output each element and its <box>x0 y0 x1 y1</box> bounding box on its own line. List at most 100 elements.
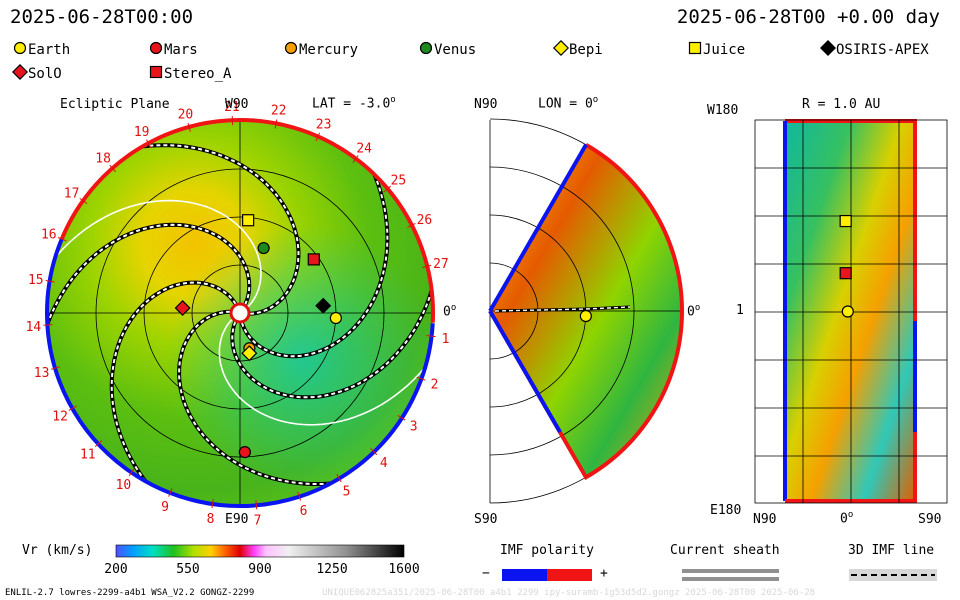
rim-label-15: 15 <box>28 273 44 288</box>
colorbar-tick-200: 200 <box>104 562 128 577</box>
body-venus <box>257 241 270 255</box>
rim-tick <box>45 280 55 283</box>
rim-tick <box>94 440 103 447</box>
legend-label: Mercury <box>299 42 359 58</box>
meridional-bodies <box>579 309 592 323</box>
legend-label: Bepi <box>569 42 603 58</box>
imf-line-dash-5 <box>231 239 433 399</box>
legend-marker-bepi <box>553 40 569 56</box>
rim-tick <box>51 366 60 370</box>
legend-marker-earth <box>13 41 27 55</box>
legend-symbol-juice <box>688 41 702 55</box>
legend-label: Stereo_A <box>164 66 232 82</box>
imf-line-label: 3D IMF line <box>848 543 935 558</box>
rmap-body-stereo-a <box>839 267 852 280</box>
rmap-title: R = 1.0 AU <box>802 97 881 112</box>
footer-right: UNIQUE062825a351/2025-06-28T00 a4b1 2299… <box>322 588 816 598</box>
legend-label: Mars <box>164 42 198 58</box>
rmap-positive-edge-bottom <box>785 432 917 503</box>
colorbar-tick-900: 900 <box>248 562 272 577</box>
rim-label-23: 23 <box>316 118 332 133</box>
rim-tick <box>426 335 436 338</box>
legend-symbol-solo <box>12 64 28 80</box>
colorbar-label: Vr (km/s) <box>22 543 93 558</box>
rim-tick <box>370 447 378 456</box>
imf-line-dash-3 <box>110 281 237 506</box>
legend-marker-venus <box>419 41 433 55</box>
rim-label-10: 10 <box>116 478 132 493</box>
legend-symbol-stereo-a <box>149 65 163 79</box>
imf-minus-label: − <box>482 566 490 581</box>
legend-label: Earth <box>28 42 71 58</box>
rim-label-13: 13 <box>34 366 50 381</box>
rim-label-21: 21 <box>224 100 240 115</box>
rim-tick <box>187 122 191 132</box>
imf-line-dash-1 <box>92 144 300 315</box>
rim-label-14: 14 <box>26 320 42 335</box>
rim-label-24: 24 <box>356 141 372 156</box>
meridional-body-earth <box>579 309 592 323</box>
rmap-bodies <box>839 214 854 318</box>
imf-polarity-label: IMF polarity <box>500 543 594 558</box>
sheath-line-1 <box>682 569 779 573</box>
radial-map-panel <box>754 119 948 504</box>
rmap-x-mid: 0o <box>840 510 854 527</box>
ecliptic-polarity-rim <box>45 118 435 508</box>
body-mars <box>238 446 251 459</box>
rmap-negative-edge <box>783 121 917 501</box>
rim-label-27: 27 <box>433 257 449 272</box>
meridional-polarity-edges <box>488 142 684 481</box>
legend-marker-juice <box>688 41 702 55</box>
ecliptic-title: Ecliptic Plane <box>60 97 170 112</box>
rmap-body-juice <box>839 214 852 228</box>
legend-item-stereo-a: Stereo_A <box>148 64 231 82</box>
legend-item-solo: SolO <box>12 64 62 82</box>
legend-symbol-mars <box>149 41 163 55</box>
rim-label-8: 8 <box>207 512 215 527</box>
imf-negative-swatch <box>502 569 547 581</box>
legend-label: Venus <box>434 42 477 58</box>
legend-marker-osiris-apex <box>820 40 836 56</box>
current-sheath-line-0 <box>47 199 262 308</box>
rim-tick <box>422 264 432 269</box>
legend-item-juice: Juice <box>687 40 745 58</box>
rim-label-18: 18 <box>95 152 111 167</box>
rim-label-3: 3 <box>410 420 418 435</box>
sheath-line-2 <box>682 577 779 581</box>
colorbar-tick-1250: 1250 <box>316 562 348 577</box>
rim-tick <box>416 376 426 381</box>
current-sheath-label: Current sheath <box>670 543 780 558</box>
rim-tick <box>43 324 53 326</box>
legend-marker-mercury <box>284 41 298 55</box>
imf-line-dash-4 <box>178 310 381 485</box>
rim-label-12: 12 <box>52 409 68 424</box>
rim-tick <box>297 491 302 501</box>
body-juice <box>242 214 255 227</box>
rim-tick <box>109 164 117 173</box>
rim-label-26: 26 <box>417 213 433 228</box>
current-sheath-line-1 <box>218 318 433 426</box>
body-osiris-apex <box>315 297 332 314</box>
legend-item-osiris-apex: OSIRIS-APEX <box>820 40 929 58</box>
legend-item-earth: Earth <box>12 40 70 58</box>
rim-tick <box>315 132 321 142</box>
rim-label-2: 2 <box>431 378 439 393</box>
legend-symbol-bepi <box>553 40 569 56</box>
legend-symbol-venus <box>419 41 433 55</box>
rim-label-11: 11 <box>80 447 96 462</box>
rim-label-9: 9 <box>161 500 169 515</box>
meridional-right-label: 0o <box>687 303 701 320</box>
legend-item-venus: Venus <box>418 40 476 58</box>
rim-label-5: 5 <box>343 485 351 500</box>
rim-label-1: 1 <box>442 332 450 347</box>
legend-symbol-mercury <box>284 41 298 55</box>
legend-item-bepi: Bepi <box>553 40 603 58</box>
rmap-mid-label: 1 <box>736 303 744 318</box>
rim-tick <box>79 197 88 205</box>
rim-label-19: 19 <box>134 125 150 140</box>
rim-tick <box>211 499 214 509</box>
meridional-plane-panel <box>488 118 684 504</box>
rim-label-22: 22 <box>271 104 287 119</box>
rim-tick <box>407 223 416 228</box>
